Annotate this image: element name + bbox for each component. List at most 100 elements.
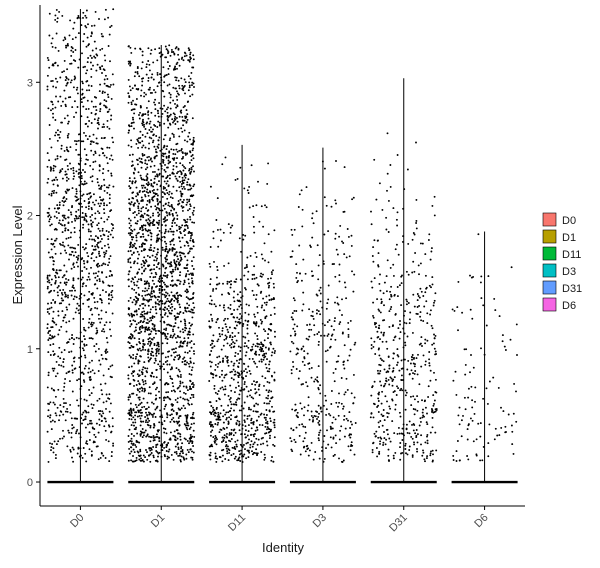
data-point: [135, 300, 138, 303]
data-point: [71, 337, 73, 339]
data-point: [216, 283, 219, 286]
data-point: [223, 428, 226, 430]
data-point: [146, 173, 149, 176]
data-point: [177, 93, 180, 96]
data-point: [92, 141, 95, 144]
data-point: [191, 149, 194, 152]
data-point: [186, 152, 189, 155]
data-point: [72, 172, 75, 175]
data-point: [145, 282, 148, 285]
data-point: [348, 255, 351, 258]
data-point: [239, 460, 242, 462]
data-point: [210, 443, 213, 446]
data-point: [53, 367, 56, 370]
data-point: [95, 264, 98, 267]
data-point: [81, 270, 84, 272]
data-point: [132, 278, 135, 281]
data-point: [326, 349, 329, 352]
data-point: [253, 277, 256, 280]
data-point: [237, 385, 240, 387]
data-point: [96, 245, 99, 248]
data-point: [62, 39, 65, 42]
data-point: [92, 201, 94, 204]
data-point: [238, 429, 241, 432]
data-point: [225, 336, 228, 338]
data-point: [342, 459, 345, 462]
data-point: [86, 138, 89, 141]
data-point: [74, 251, 77, 254]
data-point: [178, 228, 181, 231]
data-point: [216, 265, 219, 268]
data-point: [188, 198, 191, 201]
data-point: [315, 293, 318, 296]
data-point: [212, 373, 215, 376]
data-point: [150, 298, 153, 301]
data-point: [70, 253, 73, 256]
data-point: [242, 233, 245, 236]
data-point: [79, 436, 82, 439]
data-point: [154, 388, 157, 391]
data-point: [150, 452, 153, 454]
data-point: [156, 386, 158, 389]
data-point: [108, 193, 111, 196]
data-point: [70, 46, 73, 48]
data-point: [156, 73, 159, 76]
data-point: [420, 336, 423, 339]
data-point: [292, 365, 295, 368]
data-point: [151, 371, 154, 374]
data-point: [156, 71, 159, 74]
data-point: [99, 410, 102, 412]
data-point: [162, 186, 165, 188]
data-point: [247, 339, 250, 342]
data-point: [97, 127, 99, 130]
data-point: [64, 190, 67, 193]
data-point: [181, 252, 183, 255]
data-point: [325, 307, 328, 310]
plot-area: [46, 8, 518, 484]
data-point: [186, 241, 188, 244]
data-point: [150, 183, 153, 185]
data-point: [252, 433, 255, 436]
data-point: [55, 191, 58, 194]
data-point: [180, 171, 183, 174]
data-point: [148, 224, 151, 226]
data-point: [237, 345, 240, 348]
data-point: [177, 47, 180, 50]
data-point: [76, 428, 79, 431]
data-point: [253, 380, 255, 383]
data-point: [264, 355, 267, 358]
data-point: [193, 435, 196, 438]
data-point: [166, 118, 169, 121]
data-point: [164, 134, 166, 137]
data-point: [96, 224, 99, 227]
data-point: [88, 290, 91, 293]
data-point: [184, 176, 187, 179]
data-point: [172, 325, 175, 328]
data-point: [428, 233, 431, 236]
data-point: [229, 231, 232, 234]
data-point: [99, 108, 102, 110]
data-point: [244, 342, 247, 345]
data-point: [146, 188, 149, 191]
data-point: [256, 283, 259, 286]
data-point: [186, 344, 188, 347]
data-point: [46, 88, 49, 91]
data-point: [168, 44, 171, 47]
data-point: [211, 317, 213, 320]
data-point: [136, 313, 138, 316]
data-point: [81, 82, 84, 85]
data-point: [69, 146, 72, 149]
data-point: [157, 363, 160, 366]
data-point: [328, 412, 330, 415]
data-point: [173, 243, 175, 246]
data-point: [228, 326, 231, 329]
data-point: [229, 397, 232, 399]
data-point: [67, 44, 69, 47]
data-point: [132, 118, 135, 121]
data-point: [266, 426, 269, 429]
data-point: [177, 127, 180, 130]
data-point: [157, 168, 160, 171]
data-point: [95, 272, 97, 275]
data-point: [87, 405, 90, 408]
data-point: [152, 290, 155, 292]
